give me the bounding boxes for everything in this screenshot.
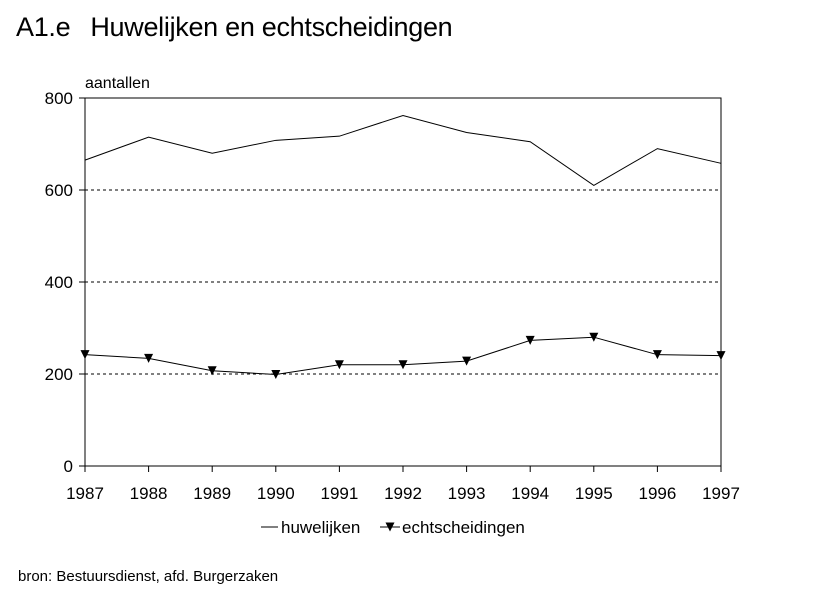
x-tick-label-1996: 1996 bbox=[638, 484, 676, 503]
chart-title: A1.e Huwelijken en echtscheidingen bbox=[16, 12, 453, 43]
x-tick-label-1993: 1993 bbox=[448, 484, 486, 503]
y-tick-label-600: 600 bbox=[45, 181, 73, 200]
y-tick-label-800: 800 bbox=[45, 89, 73, 108]
legend: huwelijken echtscheidingen bbox=[261, 518, 525, 537]
data-point-echtscheidingen-1996 bbox=[652, 350, 662, 360]
data-point-echtscheidingen-1990 bbox=[271, 369, 281, 379]
legend-marker-echtscheidingen bbox=[385, 522, 395, 532]
series-huwelijken bbox=[84, 114, 722, 186]
x-tick-label-1994: 1994 bbox=[511, 484, 549, 503]
x-tick-label-1992: 1992 bbox=[384, 484, 422, 503]
series-echtscheidingen bbox=[80, 332, 726, 379]
y-tick-label-400: 400 bbox=[45, 273, 73, 292]
data-point-echtscheidingen-1995 bbox=[589, 332, 599, 342]
data-point-echtscheidingen-1992 bbox=[398, 360, 408, 370]
data-point-echtscheidingen-1988 bbox=[144, 353, 154, 363]
y-axis-label: aantallen bbox=[85, 75, 150, 92]
series-group bbox=[80, 114, 726, 379]
legend-item-huwelijken: huwelijken bbox=[261, 518, 360, 537]
y-tick-label-0: 0 bbox=[64, 457, 73, 476]
x-tick-label-1987: 1987 bbox=[66, 484, 104, 503]
y-axis: 0 200 400 600 800 bbox=[45, 89, 85, 476]
chart-title-text: Huwelijken en echtscheidingen bbox=[90, 12, 453, 42]
data-point-echtscheidingen-1993 bbox=[462, 356, 472, 366]
x-tick-label-1997: 1997 bbox=[702, 484, 740, 503]
x-tick-label-1990: 1990 bbox=[257, 484, 295, 503]
legend-label-echtscheidingen: echtscheidingen bbox=[402, 518, 525, 537]
x-tick-label-1989: 1989 bbox=[193, 484, 231, 503]
x-tick-label-1988: 1988 bbox=[130, 484, 168, 503]
data-point-echtscheidingen-1991 bbox=[334, 360, 344, 370]
x-tick-label-1995: 1995 bbox=[575, 484, 613, 503]
legend-item-echtscheidingen: echtscheidingen bbox=[380, 518, 525, 537]
data-point-echtscheidingen-1989 bbox=[207, 366, 217, 376]
data-point-echtscheidingen-1994 bbox=[525, 335, 535, 345]
data-point-echtscheidingen-1997 bbox=[716, 351, 726, 361]
legend-label-huwelijken: huwelijken bbox=[281, 518, 360, 537]
gridlines bbox=[85, 189, 721, 375]
data-point-echtscheidingen-1987 bbox=[80, 350, 90, 360]
x-tick-label-1991: 1991 bbox=[320, 484, 358, 503]
source-note: bron: Bestuursdienst, afd. Burgerzaken bbox=[18, 568, 279, 585]
x-axis: 1987 1988 1989 1990 1991 1992 1993 1994 1995 1996… bbox=[66, 466, 740, 503]
y-tick-label-200: 200 bbox=[45, 365, 73, 384]
series-line-huwelijken bbox=[84, 114, 722, 186]
chart-number: A1.e bbox=[16, 12, 71, 42]
